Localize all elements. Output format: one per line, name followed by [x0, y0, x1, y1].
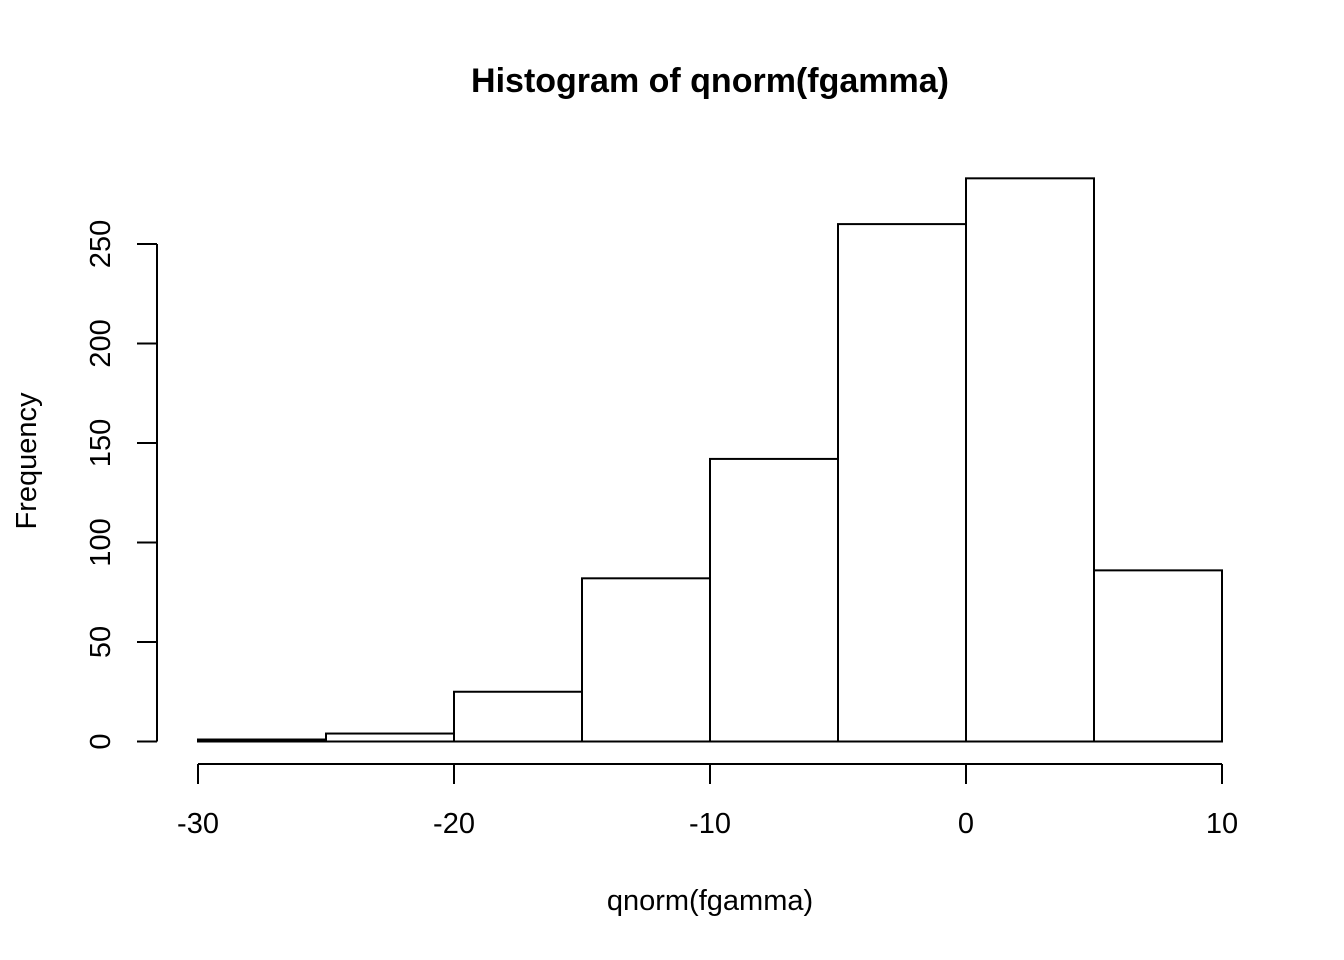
histogram-bar-2 [453, 690, 583, 743]
x-axis: -30 -20 -10 0 10 [177, 763, 1238, 840]
y-tick-label-4: 200 [85, 319, 117, 367]
histogram-bar-4 [709, 457, 839, 743]
histogram-bar-6 [965, 177, 1095, 743]
x-axis-label: qnorm(fgamma) [607, 885, 813, 917]
y-tick-label-2: 100 [85, 518, 117, 566]
y-axis: 0 50 100 150 200 250 [85, 220, 158, 750]
y-tick-label-0: 0 [85, 733, 117, 749]
y-axis-label: Frequency [11, 392, 43, 530]
y-tick-label-3: 150 [85, 419, 117, 467]
chart-title: Histogram of qnorm(fgamma) [471, 62, 949, 100]
x-tick-label-1: -20 [433, 808, 475, 840]
x-tick-label-0: -30 [177, 808, 219, 840]
histogram-bar-5 [837, 223, 967, 743]
x-tick-label-2: -10 [689, 808, 731, 840]
bars-group [197, 177, 1223, 743]
histogram-bar-7 [1093, 569, 1223, 743]
x-tick-label-4: 10 [1206, 808, 1238, 840]
histogram-bar-3 [581, 577, 711, 743]
y-tick-label-5: 250 [85, 220, 117, 268]
y-tick-label-1: 50 [85, 626, 117, 658]
x-tick-label-3: 0 [958, 808, 974, 840]
histogram-bar-0 [197, 738, 327, 743]
histogram-bar-1 [325, 732, 455, 743]
